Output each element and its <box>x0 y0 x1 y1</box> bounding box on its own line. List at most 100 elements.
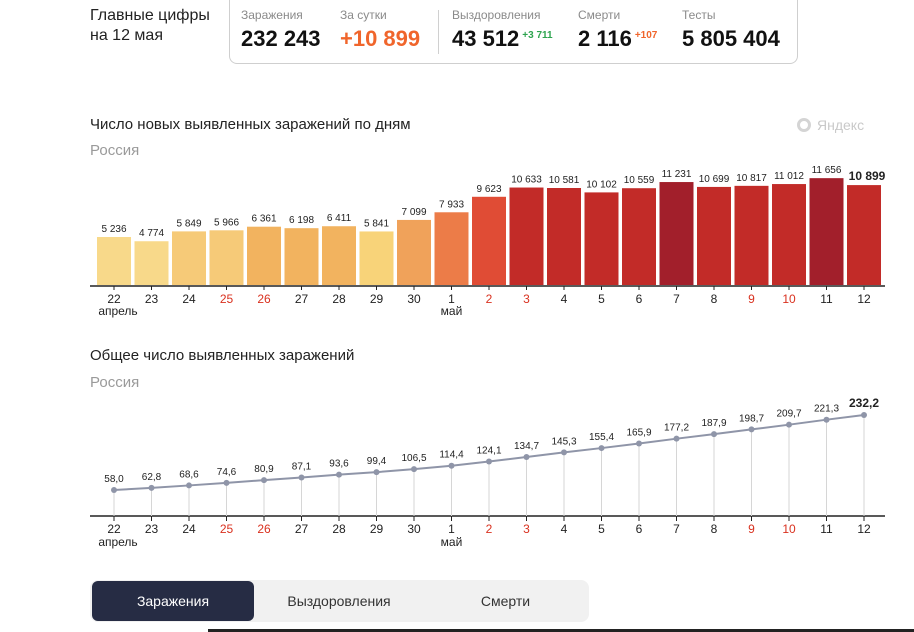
bar-tick-label: 2 <box>486 292 493 306</box>
bar-data-label: 6 411 <box>327 213 352 224</box>
header-title-line1: Главные цифры <box>90 7 210 24</box>
point-data-label: 155,4 <box>589 432 614 443</box>
stat-recovered-row: 43 512 +3 711 <box>452 26 553 52</box>
point <box>448 462 455 469</box>
point-data-label: 198,7 <box>739 413 764 424</box>
bar <box>772 184 806 285</box>
line-tick-label: 23 <box>145 522 159 536</box>
point <box>861 412 867 418</box>
point-data-label: 221,3 <box>814 404 839 415</box>
stat-recovered: Выздоровления 43 512 +3 711 <box>452 8 553 52</box>
point <box>298 474 305 481</box>
bar-month-label: май <box>441 304 463 318</box>
point-data-label: 80,9 <box>254 464 274 475</box>
line-month-label: май <box>441 535 463 549</box>
bar <box>134 241 169 285</box>
point <box>486 458 492 465</box>
bar-tick-label: 23 <box>145 292 159 306</box>
line-tick-label: 12 <box>857 522 871 536</box>
bar-tick-label: 29 <box>370 292 384 306</box>
point <box>411 466 417 473</box>
stat-tests-label: Тесты <box>682 8 716 22</box>
point <box>373 469 380 476</box>
point <box>636 440 642 447</box>
line-chart: 58,02262,82368,62474,62580,92687,12793,6… <box>90 396 885 549</box>
point-data-label: 106,5 <box>401 453 426 464</box>
point <box>598 445 605 452</box>
bar <box>584 192 619 285</box>
point-data-label: 124,1 <box>476 446 501 457</box>
point <box>561 449 567 456</box>
stat-recovered-delta: +3 711 <box>522 29 553 41</box>
point <box>186 482 192 489</box>
bar-data-label: 10 817 <box>736 173 767 184</box>
bar <box>622 188 656 285</box>
line-tick-label: 6 <box>636 522 643 536</box>
bottom-border <box>208 629 914 632</box>
line-tick-label: 25 <box>220 522 234 536</box>
line-tick-label: 2 <box>486 522 493 536</box>
point <box>823 416 830 423</box>
stats-panel: Заражения 232 243 За сутки +10 899 Выздо… <box>229 0 798 64</box>
bar-month-label: апрель <box>98 304 137 318</box>
bar-data-label: 10 581 <box>549 175 580 186</box>
bar <box>97 237 131 285</box>
point-data-label: 114,4 <box>439 450 464 461</box>
bar-tick-label: 12 <box>857 292 871 306</box>
point <box>748 426 755 433</box>
stat-deaths-row: 2 116 +107 <box>578 26 657 52</box>
stat-deaths-delta: +107 <box>634 29 658 41</box>
yandex-logo[interactable]: Яндекс <box>797 117 864 133</box>
bar-data-label: 5 966 <box>214 217 239 228</box>
line-tick-label: 9 <box>748 522 755 536</box>
stats-separator <box>438 10 439 54</box>
line-tick-label: 29 <box>370 522 384 536</box>
tab-recoveries[interactable]: Выздоровления <box>287 593 391 609</box>
stat-infections-value: 232 243 <box>241 26 321 51</box>
bar-data-label: 11 656 <box>812 165 842 176</box>
point-data-label: 187,9 <box>701 418 726 429</box>
line-tick-label: 22 <box>107 522 121 536</box>
line-tick-label: 8 <box>711 522 718 536</box>
stat-recovered-value: 43 512 <box>452 26 520 51</box>
bar-tick-label: 3 <box>523 292 530 306</box>
point-data-label: 134,7 <box>514 441 539 452</box>
bar-tick-label: 10 <box>782 292 796 306</box>
bar-tick-label: 7 <box>673 292 680 306</box>
bar-chart-subtitle: Россия <box>90 142 140 159</box>
bar-tick-label: 28 <box>332 292 346 306</box>
point <box>223 479 230 486</box>
point <box>786 421 792 428</box>
bar-data-label: 5 236 <box>101 224 126 235</box>
header-title-line2: на 12 мая <box>90 27 163 44</box>
tab-deaths[interactable]: Смерти <box>480 593 531 609</box>
point <box>111 487 117 493</box>
tab-infections[interactable]: Заражения <box>92 581 254 621</box>
point <box>673 435 680 442</box>
metric-tabs: Заражения Выздоровления Смерти <box>90 580 589 622</box>
bar <box>472 196 506 285</box>
stat-tests: Тесты 5 805 404 <box>682 8 780 52</box>
bar-tick-label: 1 <box>448 292 455 306</box>
bar-data-label: 10 899 <box>849 169 886 183</box>
line-tick-label: 11 <box>820 522 833 536</box>
point-data-label: 74,6 <box>217 467 237 478</box>
bar <box>359 231 394 285</box>
point-data-label: 99,4 <box>367 456 387 467</box>
yandex-logo-text: Яндекс <box>817 117 865 133</box>
point-data-label: 145,3 <box>551 436 576 447</box>
line-tick-label: 7 <box>673 522 680 536</box>
bar-tick-label: 24 <box>182 292 196 306</box>
line-tick-label: 1 <box>448 522 455 536</box>
stat-daily-label: За сутки <box>340 8 387 22</box>
bar-tick-label: 8 <box>711 292 718 306</box>
bar-tick-label: 22 <box>107 292 121 306</box>
point-data-label: 58,0 <box>104 474 124 485</box>
line-tick-label: 28 <box>332 522 346 536</box>
point-data-label: 232,2 <box>849 396 879 410</box>
bar-tick-label: 25 <box>220 292 234 306</box>
bar <box>697 186 731 285</box>
bar-chart-title: Число новых выявленных заражений по дням <box>90 116 411 133</box>
stat-tests-value: 5 805 404 <box>682 26 780 51</box>
line-tick-label: 10 <box>782 522 796 536</box>
